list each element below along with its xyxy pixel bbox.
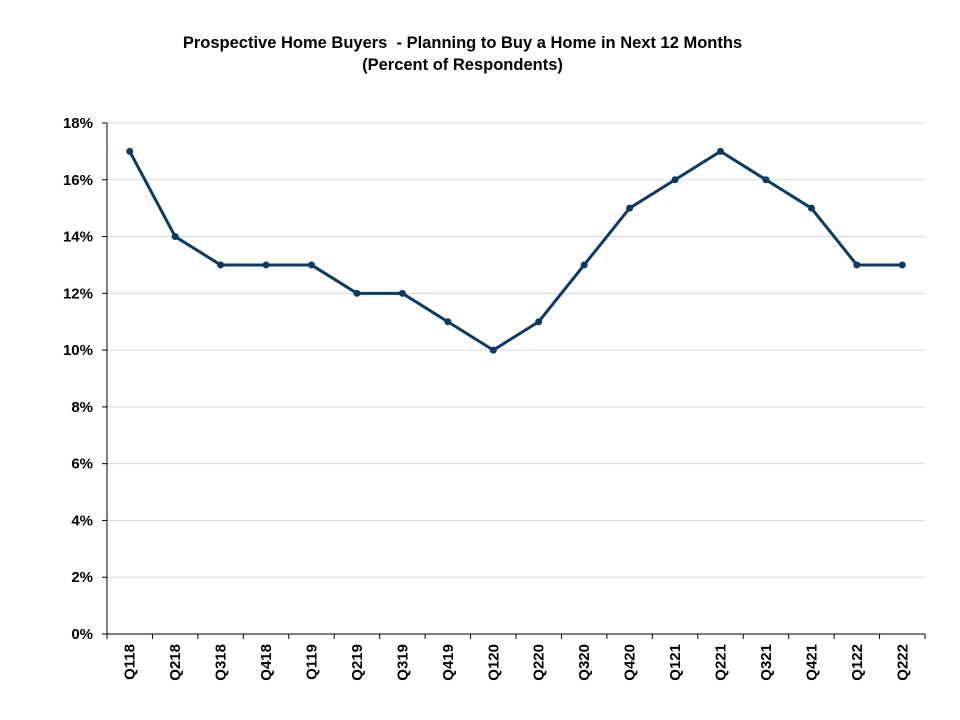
x-tick-label: Q118	[122, 644, 139, 680]
data-point	[853, 261, 861, 269]
data-point	[353, 289, 361, 297]
chart-subtitle: (Percent of Respondents)	[362, 56, 563, 74]
y-tick-label: 4%	[71, 512, 93, 529]
y-tick-label: 2%	[71, 569, 93, 586]
x-tick-label: Q220	[531, 644, 548, 681]
data-point	[262, 261, 270, 269]
data-point	[308, 261, 315, 269]
chart-title-block: Prospective Home Buyers - Planning to Bu…	[0, 32, 925, 76]
data-point	[671, 176, 679, 184]
x-tick-label: Q221	[713, 644, 730, 681]
data-point	[626, 204, 634, 212]
y-tick-label: 12%	[63, 285, 93, 302]
x-tick-label: Q120	[485, 644, 502, 681]
data-point	[489, 346, 497, 354]
x-tick-label: Q419	[440, 644, 457, 681]
data-point	[807, 204, 815, 212]
x-tick-label: Q420	[622, 644, 639, 681]
x-tick-label: Q119	[304, 644, 321, 680]
y-tick-label: 10%	[63, 342, 93, 359]
x-tick-label: Q421	[803, 644, 820, 681]
y-tick-label: 0%	[71, 626, 93, 643]
series-group	[126, 147, 906, 354]
x-tick-label: Q318	[213, 644, 230, 681]
y-axis-tick-labels: 0% 2% 4% 6% 8% 10% 12% 14% 16% 18%	[63, 115, 93, 643]
y-tick-label: 14%	[63, 229, 93, 246]
data-point	[580, 261, 588, 269]
y-tick-label: 6%	[71, 456, 93, 473]
x-tick-label: Q122	[849, 644, 866, 681]
axes	[102, 122, 926, 639]
gridlines	[107, 122, 925, 578]
y-tick-label: 8%	[71, 399, 93, 416]
x-tick-label: Q321	[758, 644, 775, 681]
data-point	[126, 147, 134, 155]
data-point	[444, 318, 452, 326]
data-point	[217, 261, 225, 269]
y-tick-label: 18%	[63, 115, 93, 132]
data-point	[762, 176, 770, 184]
x-tick-label: Q218	[167, 644, 184, 681]
x-tick-label: Q222	[894, 644, 911, 681]
x-tick-label: Q418	[258, 644, 275, 681]
x-tick-label: Q121	[667, 644, 684, 681]
data-point	[898, 261, 906, 269]
y-tick-label: 16%	[63, 172, 93, 189]
x-axis-tick-labels: Q118 Q218 Q318 Q418 Q119 Q219 Q319 Q419 Q120 Q220…	[122, 644, 912, 681]
chart-title: Prospective Home Buyers - Planning to Bu…	[182, 34, 743, 52]
data-point	[171, 233, 179, 241]
data-point	[398, 289, 406, 297]
x-tick-label: Q319	[394, 644, 411, 681]
x-tick-label: Q320	[576, 644, 593, 681]
data-point	[717, 147, 724, 155]
series-line	[128, 149, 903, 352]
x-tick-label: Q219	[349, 644, 366, 681]
data-point	[535, 318, 543, 326]
